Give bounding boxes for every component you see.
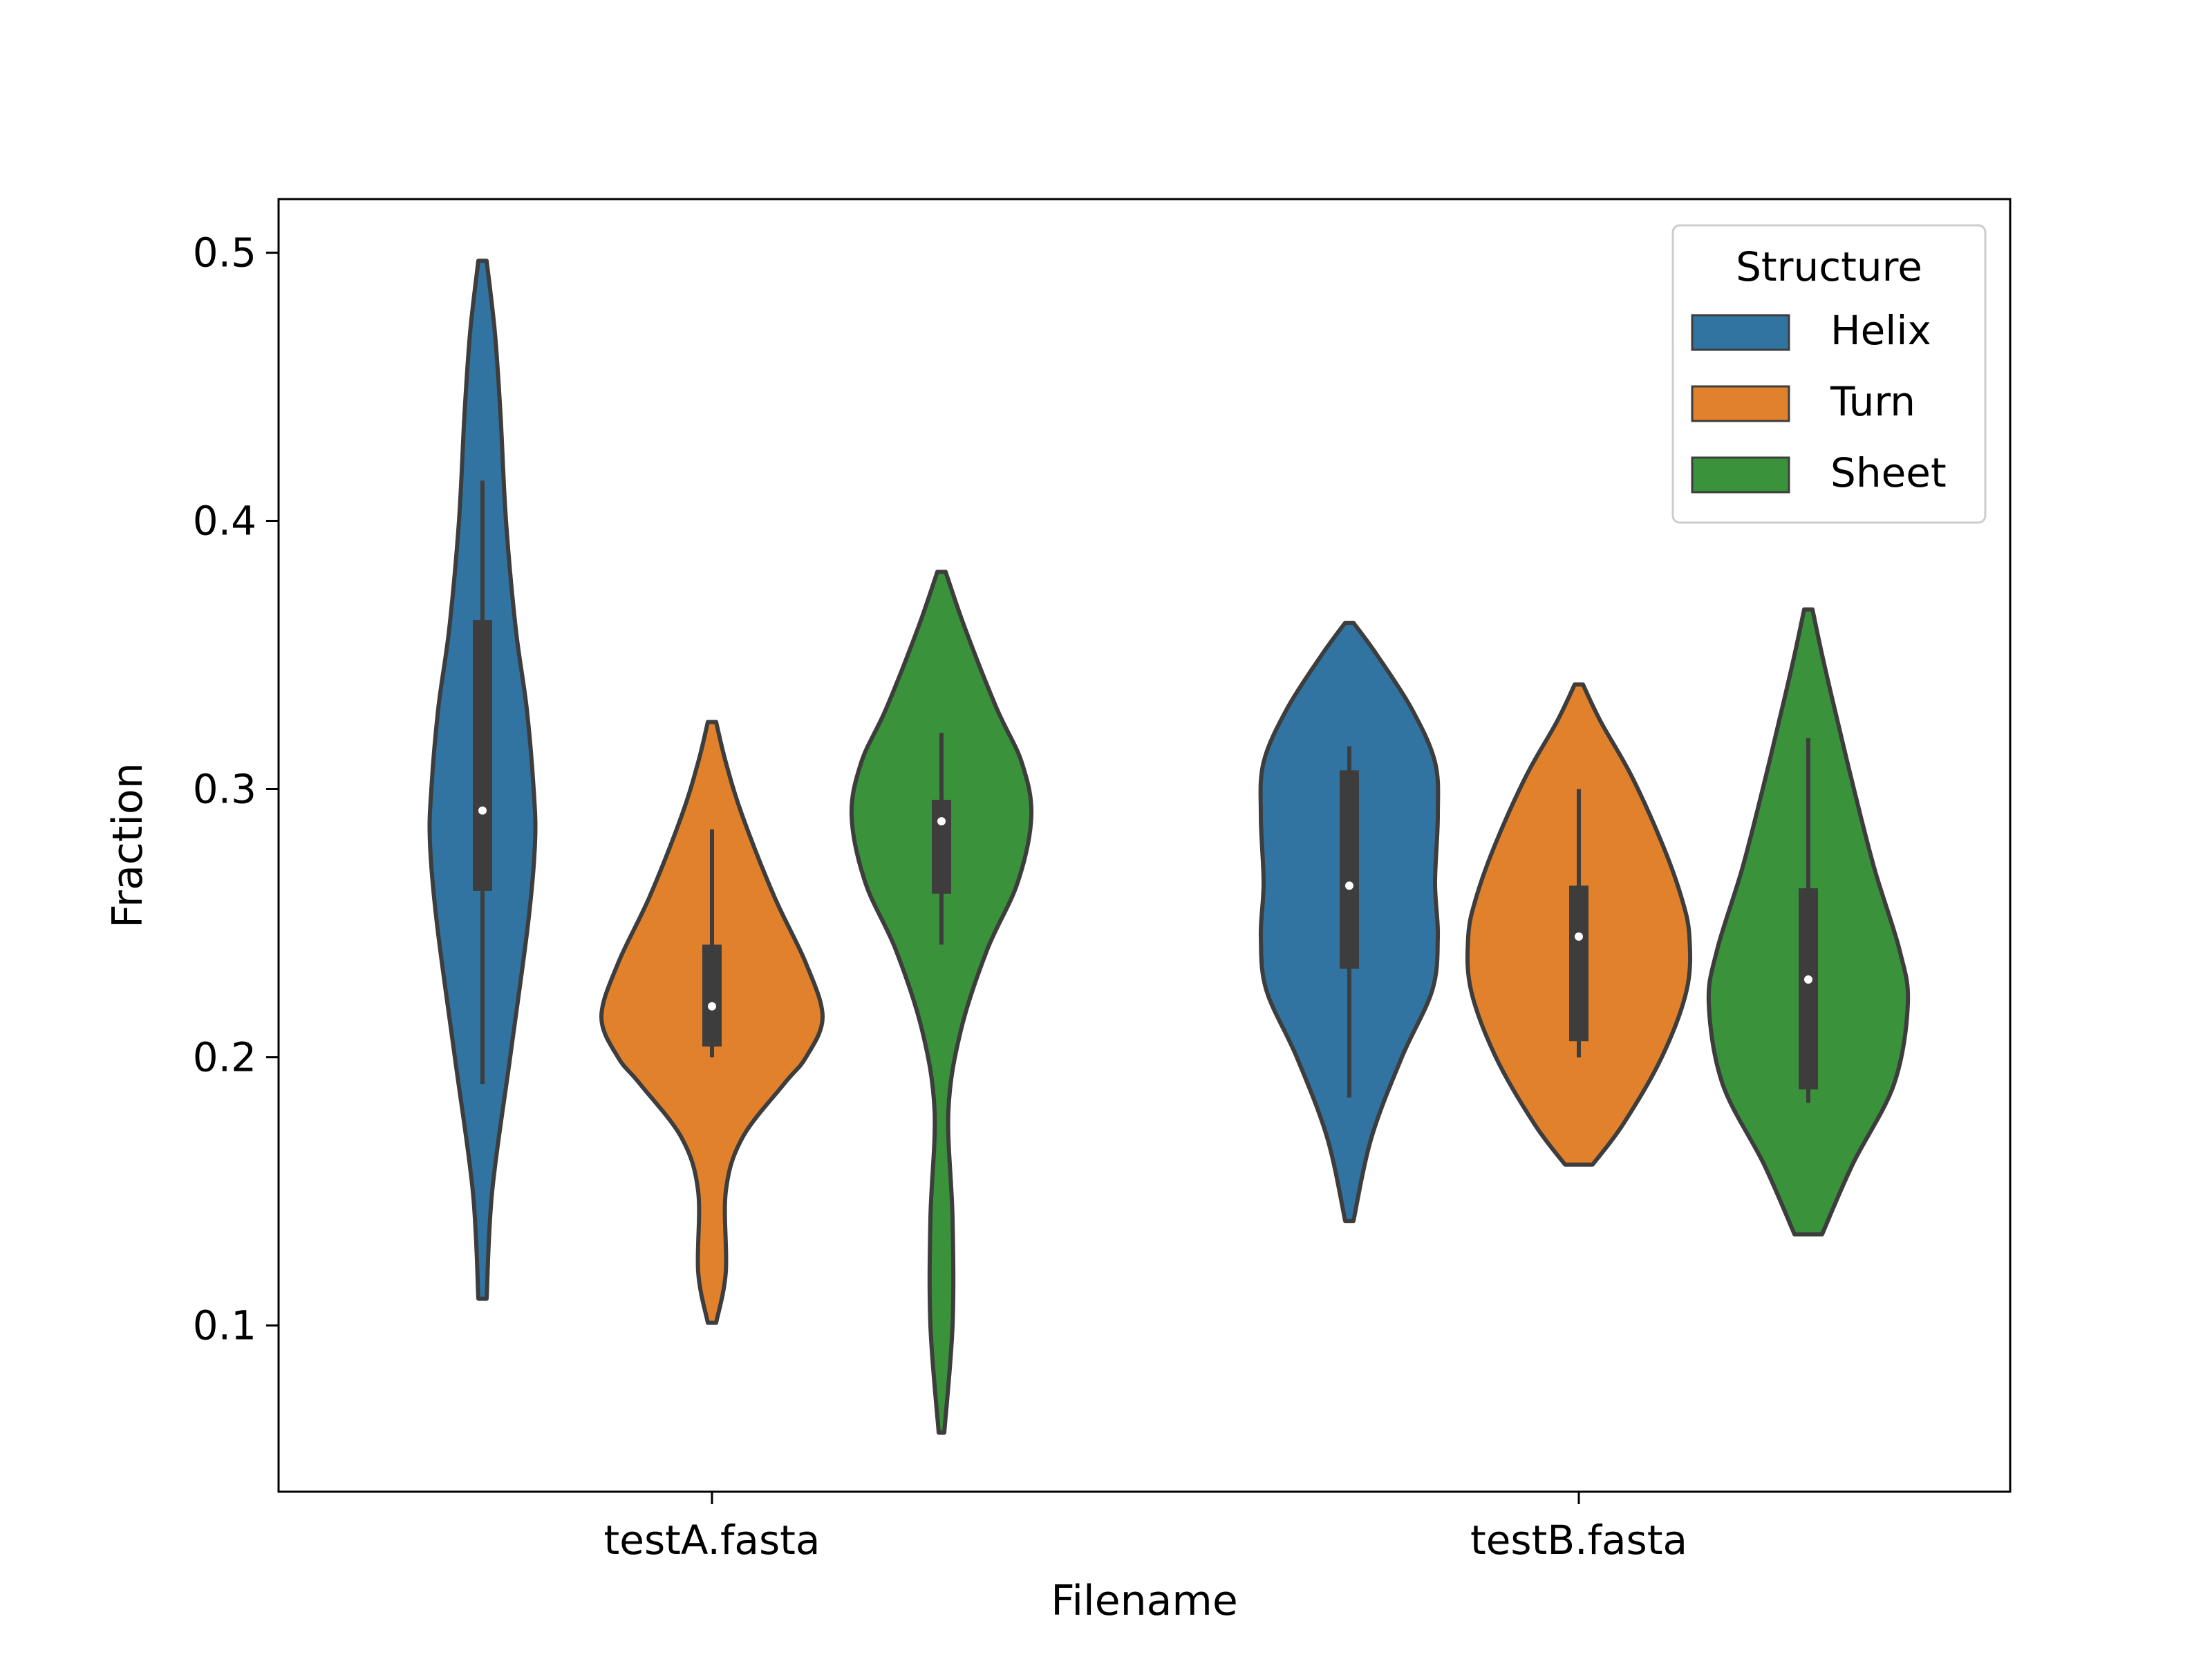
x-tick-label: testA.fasta bbox=[604, 1517, 821, 1564]
violin-iqr-box bbox=[1799, 888, 1818, 1090]
legend-box bbox=[1671, 224, 1987, 524]
y-tick-label: 0.5 bbox=[193, 229, 256, 276]
violin-median-dot bbox=[937, 817, 946, 826]
plot-area-frame bbox=[277, 198, 2012, 1493]
violin-iqr-box bbox=[473, 620, 492, 891]
violin-iqr-box bbox=[702, 944, 722, 1047]
legend-label: Helix bbox=[1830, 307, 1931, 354]
violin-median-dot bbox=[1575, 932, 1583, 941]
x-tick-label: testB.fasta bbox=[1470, 1517, 1687, 1564]
violin-sheet-testA-fasta bbox=[849, 570, 1034, 1435]
violin-turn-testB-fasta bbox=[1465, 682, 1693, 1167]
y-tick-label: 0.2 bbox=[193, 1033, 256, 1080]
y-axis-label: Fraction bbox=[104, 762, 152, 928]
violin-median-dot bbox=[1804, 975, 1812, 984]
violin-median-dot bbox=[1345, 881, 1353, 890]
ticks-layer: 0.1 0.2 0.3 0.4 0.5 testA.fasta testB.fasta bbox=[193, 229, 1687, 1564]
legend-item-sheet: Sheet bbox=[1691, 449, 1947, 496]
legend-swatch bbox=[1691, 314, 1790, 351]
violin-iqr-box bbox=[1569, 885, 1588, 1042]
violin-iqr-box bbox=[932, 800, 951, 894]
legend-swatch bbox=[1691, 456, 1790, 494]
violin-median-dot bbox=[708, 1002, 716, 1011]
violin-helix-testA-fasta bbox=[427, 259, 538, 1301]
legend-item-turn: Turn bbox=[1691, 378, 1915, 425]
violins-layer bbox=[427, 259, 1911, 1435]
y-tick-label: 0.1 bbox=[193, 1302, 256, 1349]
y-tick-label: 0.4 bbox=[193, 498, 256, 545]
violin-body bbox=[849, 570, 1034, 1435]
x-axis-label: Filename bbox=[1051, 1577, 1238, 1625]
violin-sheet-testB-fasta bbox=[1706, 607, 1911, 1237]
violin-helix-testB-fasta bbox=[1258, 621, 1441, 1224]
legend: Structure Helix Turn Sheet bbox=[1671, 224, 1987, 524]
legend-label: Turn bbox=[1830, 378, 1915, 425]
y-tick-label: 0.3 bbox=[193, 766, 256, 813]
legend-swatch bbox=[1691, 385, 1790, 422]
violin-median-dot bbox=[478, 806, 487, 815]
violin-iqr-box bbox=[1340, 770, 1359, 969]
legend-label: Sheet bbox=[1830, 449, 1947, 496]
violin-turn-testA-fasta bbox=[599, 720, 825, 1325]
legend-item-helix: Helix bbox=[1691, 307, 1931, 354]
legend-title: Structure bbox=[1736, 243, 1922, 290]
